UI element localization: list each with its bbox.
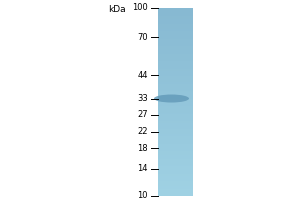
Text: 33: 33 [137,94,148,103]
Text: 27: 27 [137,110,148,119]
Text: 18: 18 [137,144,148,153]
Text: 14: 14 [137,164,148,173]
Ellipse shape [154,95,189,103]
Text: 22: 22 [137,127,148,136]
Text: 10: 10 [137,192,148,200]
Text: 44: 44 [137,71,148,80]
Text: 100: 100 [132,3,148,12]
Text: kDa: kDa [108,5,126,14]
Text: 70: 70 [137,33,148,42]
